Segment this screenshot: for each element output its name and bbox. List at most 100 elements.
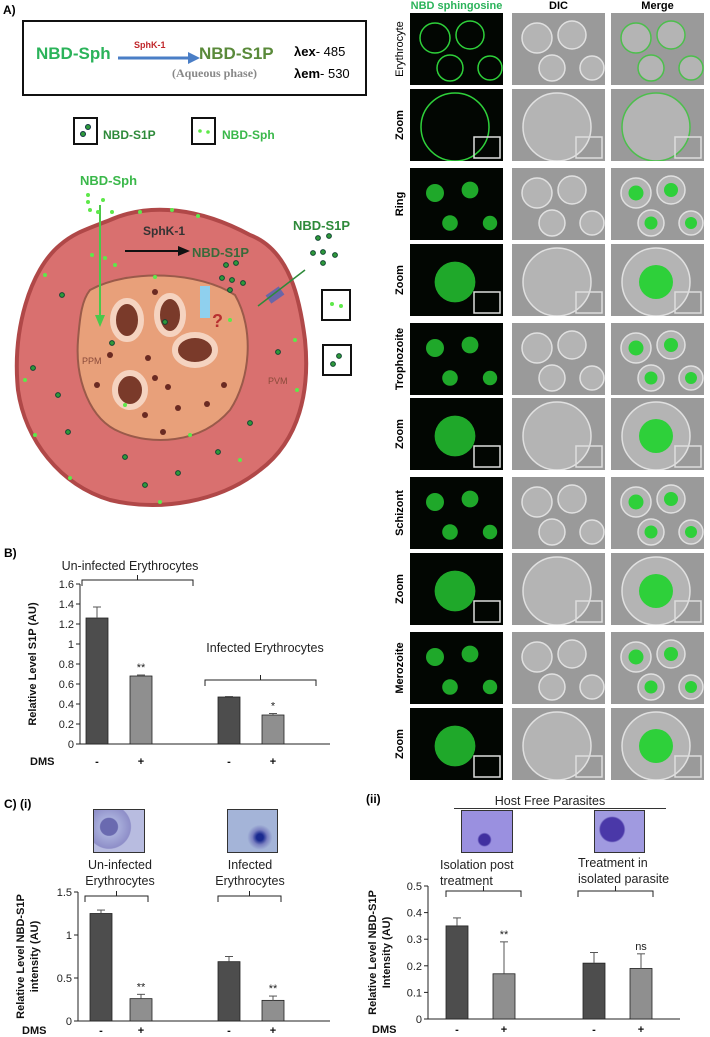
dic-image <box>512 244 605 316</box>
s1p-inner-label: NBD-S1P <box>192 245 249 260</box>
legend-s1p-label: NBD-S1P <box>103 128 156 142</box>
question-mark: ? <box>212 311 223 331</box>
dic-image <box>512 398 605 470</box>
significance-label: ns <box>635 941 647 953</box>
dic-image <box>512 323 605 395</box>
ex-label: λex <box>294 44 316 59</box>
bar <box>582 962 606 1020</box>
inset-box <box>473 291 501 314</box>
bar <box>85 617 109 745</box>
row-label: Zoom <box>394 419 406 449</box>
group-bracket <box>84 891 149 902</box>
y-tick-label: 0.5 <box>57 973 72 985</box>
merge-image <box>611 168 704 240</box>
y-tick-label: 0.5 <box>407 881 422 893</box>
inset-box <box>674 445 702 468</box>
em-label: λem <box>294 66 321 81</box>
reaction-box: NBD-Sph SphK-1 NBD-S1P (Aqueous phase) λ… <box>22 20 367 96</box>
y-tick-label: 0.6 <box>59 679 74 691</box>
dic-image <box>512 89 605 161</box>
y-tick-label: 0.3 <box>407 934 422 946</box>
inset-box <box>473 600 501 623</box>
ppm-label: PPM <box>82 356 102 366</box>
fluorescence-image <box>410 398 503 470</box>
dic-image <box>512 708 605 780</box>
infected-smear-image <box>227 809 278 853</box>
row-label: Erythrocyte <box>394 21 406 77</box>
y-tick-label: 1.4 <box>59 599 74 611</box>
ci-group1-label: Un-infected Erythrocytes <box>85 858 155 888</box>
significance-label: ** <box>137 981 146 993</box>
row-label: Zoom <box>394 110 406 140</box>
col-label-merge: Merge <box>641 0 674 12</box>
header-rule <box>454 808 666 809</box>
y-tick-label: 1.6 <box>59 579 74 591</box>
merge-image <box>611 553 704 625</box>
category-label: + <box>638 1024 644 1036</box>
legend-sph-icon <box>191 117 216 145</box>
category-label: + <box>270 1025 276 1037</box>
merge-image <box>611 13 704 85</box>
bar <box>217 961 241 1022</box>
significance-label: * <box>271 701 276 713</box>
y-tick-label: 0.8 <box>59 659 74 671</box>
fluorescence-image <box>410 553 503 625</box>
pvm-label: PVM <box>268 376 288 386</box>
inset-box <box>473 755 501 778</box>
chart-c-i: 0 0.5 1 1.5 Relative Level NBD-S1P intensity … <box>15 887 330 1037</box>
y-tick-label: 0 <box>66 1016 72 1028</box>
panel-b-label: B) <box>4 546 17 560</box>
inset-box <box>575 755 603 778</box>
merge-image <box>611 632 704 704</box>
isolated-parasite-image-1 <box>461 810 513 853</box>
substrate-label: NBD-Sph <box>36 44 111 63</box>
col-label-dic: DIC <box>549 0 568 12</box>
row-label: Zoom <box>394 265 406 295</box>
inset-box <box>575 445 603 468</box>
sph-diagram-label: NBD-Sph <box>80 173 137 188</box>
inset-box <box>674 755 702 778</box>
y-tick-label: 1.5 <box>57 887 72 899</box>
channel-icon <box>265 286 285 304</box>
sph-dots <box>23 193 299 504</box>
merge-image <box>611 708 704 780</box>
conversion-arrowhead <box>178 246 190 256</box>
category-label: - <box>227 1025 231 1037</box>
fluorescence-image <box>410 632 503 704</box>
bar <box>445 925 469 1020</box>
category-label: - <box>95 756 99 768</box>
enzyme-label: SphK-1 <box>134 40 166 50</box>
significance-label: ** <box>500 929 509 941</box>
category-label: - <box>455 1024 459 1036</box>
inset-box <box>473 445 501 468</box>
product-label: NBD-S1P <box>199 44 274 63</box>
bar <box>629 968 653 1020</box>
dic-image <box>512 477 605 549</box>
s1p-dots <box>30 233 338 488</box>
row-label: Ring <box>394 191 406 217</box>
y-axis-label: Relative Level NBD-S1P intensity (AU) <box>15 894 41 1019</box>
isolated-parasite-image-2 <box>594 810 645 853</box>
merge-image <box>611 398 704 470</box>
y-tick-label: 1.2 <box>59 619 74 631</box>
category-label: - <box>227 756 231 768</box>
y-tick-label: 0.4 <box>59 699 74 711</box>
inset-box <box>674 291 702 314</box>
y-tick-label: 0 <box>416 1014 422 1026</box>
ex-value: - 485 <box>315 44 346 59</box>
phase-label: (Aqueous phase) <box>172 66 258 80</box>
y-tick-label: 0.2 <box>407 961 422 973</box>
fluorescence-image <box>410 168 503 240</box>
category-label: + <box>138 1025 144 1037</box>
dic-image <box>512 553 605 625</box>
merozoite-nuclei <box>110 293 218 410</box>
inset-box <box>575 291 603 314</box>
fluorescence-image <box>410 13 503 85</box>
arrow-icon <box>118 52 200 64</box>
inset-box <box>674 136 702 159</box>
y-tick-label: 0.1 <box>407 987 422 999</box>
s1p-box-icon <box>322 344 352 376</box>
bar <box>89 913 113 1022</box>
merge-image <box>611 323 704 395</box>
